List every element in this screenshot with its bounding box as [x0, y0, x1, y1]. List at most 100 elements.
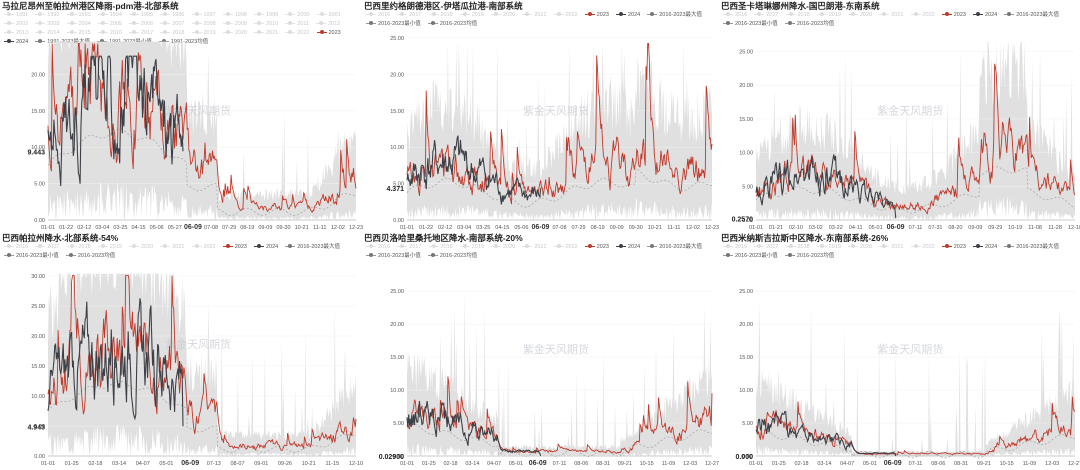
legend-entry[interactable]: 2021	[522, 243, 547, 252]
legend-entry[interactable]: 1991-2023均值	[158, 38, 208, 47]
legend-entry[interactable]: 2016-2023最小值	[366, 20, 421, 29]
y-tick-label: 0.00	[742, 454, 753, 460]
legend-entry[interactable]: 2019	[816, 11, 841, 20]
legend-entry[interactable]: 2000	[285, 11, 310, 20]
legend-entry[interactable]: 2019	[97, 243, 122, 252]
legend-entry[interactable]: 2020	[848, 243, 872, 252]
legend-entry[interactable]: 2016	[723, 11, 747, 20]
legend-entry[interactable]: 2012	[316, 20, 340, 29]
legend-entry[interactable]: 2017	[397, 243, 422, 252]
legend-entry[interactable]: 2016-2023均值	[427, 20, 477, 29]
legend-entry[interactable]: 2017	[129, 29, 153, 38]
legend-entry[interactable]: 2002	[4, 20, 28, 29]
legend-entry[interactable]: 2020	[848, 11, 872, 20]
legend-entry[interactable]: 2016-2023均值	[784, 20, 834, 29]
legend-entry[interactable]: 2016-2023最小值	[366, 252, 421, 261]
legend-entry[interactable]: 2018	[785, 243, 810, 252]
legend-entry[interactable]: 1991-2023最大值	[35, 38, 90, 47]
legend-entry[interactable]: 2022	[553, 243, 578, 252]
legend-entry[interactable]: 2016	[366, 243, 390, 252]
legend-entry[interactable]: 2016-2023最小值	[4, 252, 59, 261]
legend-entry[interactable]: 2007	[160, 20, 185, 29]
legend-entry[interactable]: 2018	[66, 243, 91, 252]
legend-entry[interactable]: 2005	[97, 20, 122, 29]
legend-entry[interactable]: 2021	[254, 29, 278, 38]
legend-entry[interactable]: 2019	[459, 11, 484, 20]
series-2024	[47, 298, 184, 427]
legend-entry[interactable]: 2017	[397, 11, 422, 20]
legend-entry[interactable]: 1992	[35, 11, 60, 20]
legend-entry[interactable]: 1995	[129, 11, 153, 20]
legend-entry[interactable]: 2018	[428, 11, 453, 20]
legend-entry[interactable]: 2017	[754, 243, 779, 252]
legend-entry[interactable]: 2016	[723, 243, 747, 252]
legend-entry[interactable]: 2023	[941, 11, 966, 20]
legend-entry[interactable]: 2023	[316, 29, 341, 38]
legend-entry[interactable]: 2024	[973, 11, 997, 20]
legend-entry[interactable]: 2024	[973, 243, 997, 252]
legend-entry[interactable]: 2016-2023均值	[65, 252, 115, 261]
legend-entry[interactable]: 2019	[816, 243, 841, 252]
legend-entry[interactable]: 2023	[222, 243, 247, 252]
legend-entry[interactable]: 2022	[285, 29, 310, 38]
legend-entry[interactable]: 1998	[222, 11, 247, 20]
legend-entry[interactable]: 1999	[254, 11, 278, 20]
legend-entry[interactable]: 2016-2023均值	[784, 252, 834, 261]
legend-entry[interactable]: 2016	[366, 11, 390, 20]
legend-entry[interactable]: 2022	[191, 243, 216, 252]
legend-entry[interactable]: 2024	[616, 243, 640, 252]
legend-entry[interactable]: 2018	[428, 243, 453, 252]
legend-entry[interactable]: 2011	[285, 20, 309, 29]
legend-entry[interactable]: 2024	[616, 11, 640, 20]
legend-entry[interactable]: 2024	[4, 38, 28, 47]
legend-entry[interactable]: 2020	[491, 243, 515, 252]
legend-entry[interactable]: 2017	[754, 11, 779, 20]
legend-entry[interactable]: 2016-2023最小值	[723, 20, 778, 29]
legend-entry[interactable]: 2016-2023均值	[427, 252, 477, 261]
legend-entry[interactable]: 1997	[191, 11, 216, 20]
legend-entry[interactable]: 2022	[910, 11, 935, 20]
legend-entry[interactable]: 2016-2023最大值	[285, 243, 340, 252]
legend-entry[interactable]: 2001	[316, 11, 341, 20]
legend-entry[interactable]: 2023	[584, 11, 609, 20]
legend-entry[interactable]: 2021	[879, 243, 904, 252]
legend-entry[interactable]: 1991	[4, 11, 28, 20]
legend-entry[interactable]: 2019	[459, 243, 484, 252]
legend-entry[interactable]: 2023	[941, 243, 966, 252]
legend-entry[interactable]: 2016-2023最大值	[1004, 11, 1059, 20]
legend-entry[interactable]: 2020	[222, 29, 247, 38]
legend-entry[interactable]: 1996	[160, 11, 185, 20]
legend-entry[interactable]: 2014	[35, 29, 60, 38]
legend-entry[interactable]: 2019	[191, 29, 216, 38]
legend-entry[interactable]: 2024	[254, 243, 278, 252]
legend-entry[interactable]: 2020	[129, 243, 153, 252]
legend-entry[interactable]: 2021	[879, 11, 904, 20]
legend-entry[interactable]: 2016	[4, 243, 28, 252]
legend-entry[interactable]: 2018	[160, 29, 185, 38]
legend-entry[interactable]: 2018	[785, 11, 810, 20]
legend-entry[interactable]: 2013	[4, 29, 28, 38]
x-tick-label: 01-25	[65, 461, 79, 467]
legend-entry[interactable]: 2022	[910, 243, 935, 252]
legend-entry[interactable]: 2016-2023最大值	[647, 243, 702, 252]
legend-entry[interactable]: 2021	[522, 11, 547, 20]
legend-entry[interactable]: 1993	[66, 11, 91, 20]
legend-entry[interactable]: 2008	[191, 20, 216, 29]
legend-entry[interactable]: 2003	[35, 20, 60, 29]
legend-entry[interactable]: 2021	[160, 243, 185, 252]
legend-entry[interactable]: 1994	[97, 11, 122, 20]
legend-entry[interactable]: 2010	[254, 20, 278, 29]
legend-entry[interactable]: 2004	[66, 20, 91, 29]
legend-entry[interactable]: 2006	[129, 20, 153, 29]
legend-entry[interactable]: 2016-2023最大值	[647, 11, 702, 20]
legend-entry[interactable]: 2020	[491, 11, 515, 20]
legend-entry[interactable]: 2015	[66, 29, 91, 38]
legend-entry[interactable]: 2009	[222, 20, 247, 29]
legend-entry[interactable]: 2016	[97, 29, 122, 38]
legend-entry[interactable]: 2016-2023最小值	[723, 252, 778, 261]
legend-entry[interactable]: 2023	[584, 243, 609, 252]
legend-entry[interactable]: 2016-2023最大值	[1004, 243, 1059, 252]
legend-entry[interactable]: 2022	[553, 11, 578, 20]
x-tick-label: 10-19	[1008, 225, 1022, 231]
legend-entry[interactable]: 2017	[35, 243, 60, 252]
